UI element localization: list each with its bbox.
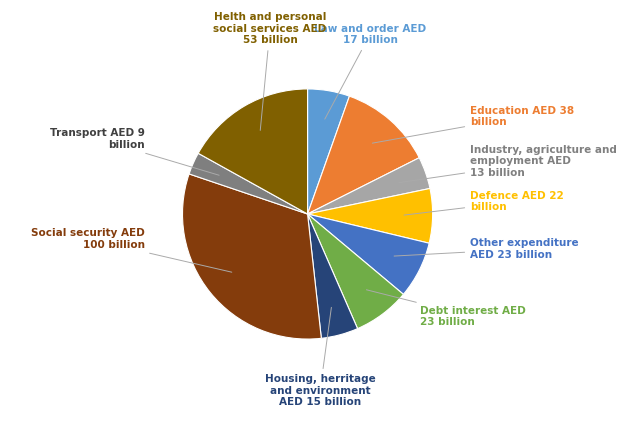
Text: Industry, agriculture and
employment AED
13 billion: Industry, agriculture and employment AED… (399, 145, 617, 183)
Wedge shape (308, 214, 358, 338)
Text: Transport AED 9
billion: Transport AED 9 billion (50, 128, 219, 175)
Wedge shape (308, 96, 419, 214)
Wedge shape (308, 158, 430, 214)
Text: Education AED 38
billion: Education AED 38 billion (372, 106, 574, 143)
Wedge shape (308, 214, 403, 329)
Wedge shape (189, 153, 308, 214)
Text: Helth and personal
social services AED
53 billion: Helth and personal social services AED 5… (213, 12, 326, 131)
Wedge shape (308, 188, 433, 243)
Text: Debt interest AED
23 billion: Debt interest AED 23 billion (367, 290, 526, 327)
Text: Housing, herritage
and environment
AED 15 billion: Housing, herritage and environment AED 1… (265, 307, 376, 407)
Wedge shape (308, 89, 349, 214)
Text: Social security AED
100 billion: Social security AED 100 billion (31, 228, 232, 272)
Text: Defence AED 22
billion: Defence AED 22 billion (404, 191, 564, 215)
Wedge shape (198, 89, 308, 214)
Text: Law and order AED
17 billion: Law and order AED 17 billion (314, 24, 426, 119)
Text: Other expenditure
AED 23 billion: Other expenditure AED 23 billion (394, 238, 579, 260)
Wedge shape (308, 214, 429, 294)
Wedge shape (182, 174, 321, 339)
